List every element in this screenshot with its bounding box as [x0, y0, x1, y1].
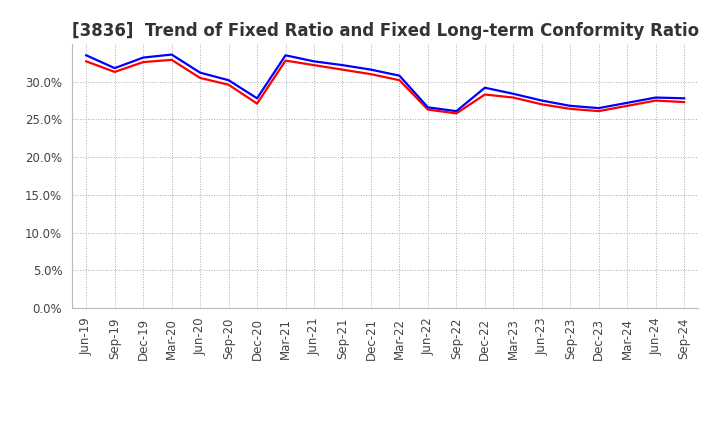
Fixed Long-term Conformity Ratio [652, 98, 660, 103]
Fixed Ratio [423, 105, 432, 110]
Title: [3836]  Trend of Fixed Ratio and Fixed Long-term Conformity Ratio: [3836] Trend of Fixed Ratio and Fixed Lo… [71, 22, 699, 40]
Fixed Ratio [366, 67, 375, 72]
Fixed Long-term Conformity Ratio [595, 109, 603, 114]
Fixed Long-term Conformity Ratio [338, 67, 347, 72]
Fixed Ratio [623, 100, 631, 106]
Fixed Ratio [480, 85, 489, 90]
Fixed Long-term Conformity Ratio [537, 102, 546, 107]
Fixed Long-term Conformity Ratio [310, 62, 318, 68]
Fixed Ratio [452, 109, 461, 114]
Line: Fixed Long-term Conformity Ratio: Fixed Long-term Conformity Ratio [86, 60, 684, 114]
Fixed Long-term Conformity Ratio [196, 75, 204, 81]
Fixed Long-term Conformity Ratio [566, 106, 575, 111]
Fixed Long-term Conformity Ratio [395, 77, 404, 83]
Fixed Ratio [225, 77, 233, 83]
Fixed Long-term Conformity Ratio [623, 103, 631, 109]
Fixed Ratio [282, 53, 290, 58]
Fixed Ratio [395, 73, 404, 78]
Fixed Ratio [310, 59, 318, 64]
Fixed Ratio [110, 66, 119, 71]
Fixed Ratio [652, 95, 660, 100]
Fixed Ratio [139, 55, 148, 60]
Fixed Long-term Conformity Ratio [282, 58, 290, 63]
Fixed Long-term Conformity Ratio [480, 92, 489, 97]
Fixed Ratio [595, 106, 603, 111]
Line: Fixed Ratio: Fixed Ratio [86, 55, 684, 111]
Fixed Ratio [680, 95, 688, 101]
Fixed Ratio [196, 70, 204, 75]
Fixed Ratio [167, 52, 176, 57]
Fixed Ratio [338, 62, 347, 68]
Fixed Long-term Conformity Ratio [110, 69, 119, 74]
Fixed Long-term Conformity Ratio [423, 107, 432, 112]
Fixed Ratio [509, 91, 518, 96]
Fixed Ratio [253, 95, 261, 101]
Fixed Ratio [537, 98, 546, 103]
Fixed Long-term Conformity Ratio [167, 57, 176, 62]
Fixed Long-term Conformity Ratio [139, 59, 148, 65]
Fixed Long-term Conformity Ratio [225, 82, 233, 88]
Fixed Ratio [566, 103, 575, 109]
Fixed Long-term Conformity Ratio [452, 111, 461, 116]
Fixed Long-term Conformity Ratio [253, 101, 261, 106]
Fixed Long-term Conformity Ratio [366, 72, 375, 77]
Fixed Long-term Conformity Ratio [82, 59, 91, 64]
Fixed Long-term Conformity Ratio [509, 95, 518, 100]
Fixed Long-term Conformity Ratio [680, 99, 688, 105]
Fixed Ratio [82, 53, 91, 58]
